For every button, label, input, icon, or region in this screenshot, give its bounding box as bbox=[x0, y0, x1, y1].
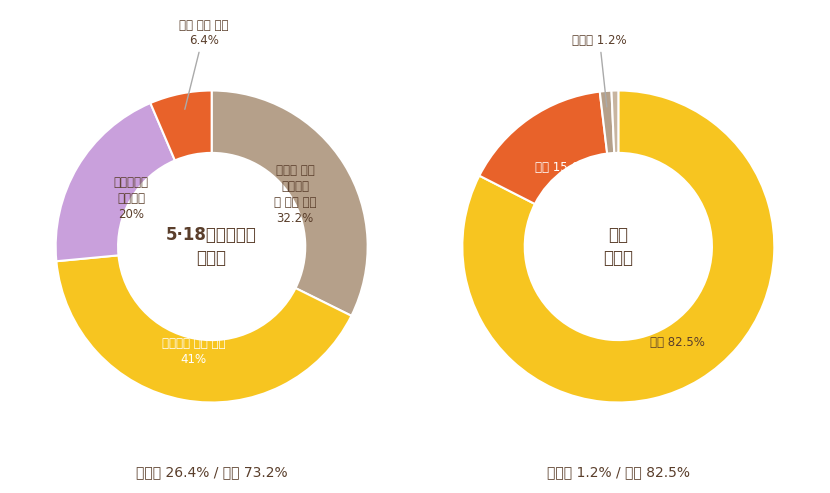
Wedge shape bbox=[150, 91, 212, 160]
Text: 사업
적절성: 사업 적절성 bbox=[603, 226, 633, 267]
Wedge shape bbox=[612, 91, 618, 153]
Text: 내용에 대해
상세하게
잘 알고 있다
32.2%: 내용에 대해 상세하게 잘 알고 있다 32.2% bbox=[274, 164, 316, 225]
Text: 이름정도만
들어봤다
20%: 이름정도만 들어봤다 20% bbox=[114, 176, 149, 221]
Wedge shape bbox=[480, 92, 608, 204]
Text: 부적절 1.2%: 부적절 1.2% bbox=[573, 34, 627, 107]
Text: 보통 15.6%: 보통 15.6% bbox=[535, 161, 590, 174]
Wedge shape bbox=[56, 255, 351, 402]
Text: 부적절 1.2% / 적절 82.5%: 부적절 1.2% / 적절 82.5% bbox=[547, 466, 690, 480]
Text: 처음 들어 봤다
6.4%: 처음 들어 봤다 6.4% bbox=[179, 19, 228, 109]
Wedge shape bbox=[462, 91, 774, 402]
Wedge shape bbox=[600, 91, 614, 153]
Wedge shape bbox=[56, 103, 175, 261]
Text: 적절 82.5%: 적절 82.5% bbox=[650, 336, 705, 349]
Text: 5·18민주화운동
인지도: 5·18민주화운동 인지도 bbox=[166, 226, 257, 267]
Wedge shape bbox=[212, 91, 368, 316]
Text: 내용에 대해
어느정도 알고 있다
41%: 내용에 대해 어느정도 알고 있다 41% bbox=[162, 320, 226, 366]
Text: 비인지 26.4% / 인지 73.2%: 비인지 26.4% / 인지 73.2% bbox=[136, 466, 287, 480]
